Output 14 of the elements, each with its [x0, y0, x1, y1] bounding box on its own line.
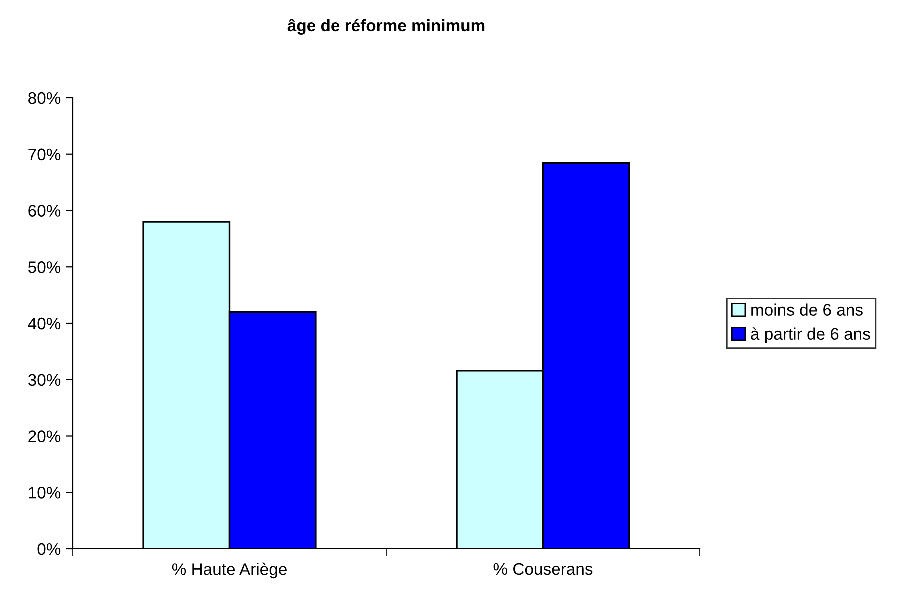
y-tick-label: 20%	[28, 430, 61, 442]
chart-title: âge de réforme minimum	[288, 19, 485, 35]
y-tick-label: 30%	[28, 374, 61, 386]
x-tick-label: % Couserans	[494, 563, 593, 576]
y-tick-label: 50%	[28, 262, 61, 274]
legend-label: moins de 6 ans	[752, 304, 863, 316]
x-tick-label: % Haute Ariège	[172, 562, 287, 579]
y-tick-label: 0%	[38, 543, 61, 556]
y-tick-label: 80%	[28, 92, 61, 104]
legend-label: à partir de 6 ans	[751, 328, 870, 344]
y-tick-label: 70%	[28, 148, 61, 161]
y-tick-label: 10%	[29, 487, 61, 499]
y-tick-label: 40%	[28, 318, 61, 330]
y-tick-label: 60%	[28, 205, 61, 217]
